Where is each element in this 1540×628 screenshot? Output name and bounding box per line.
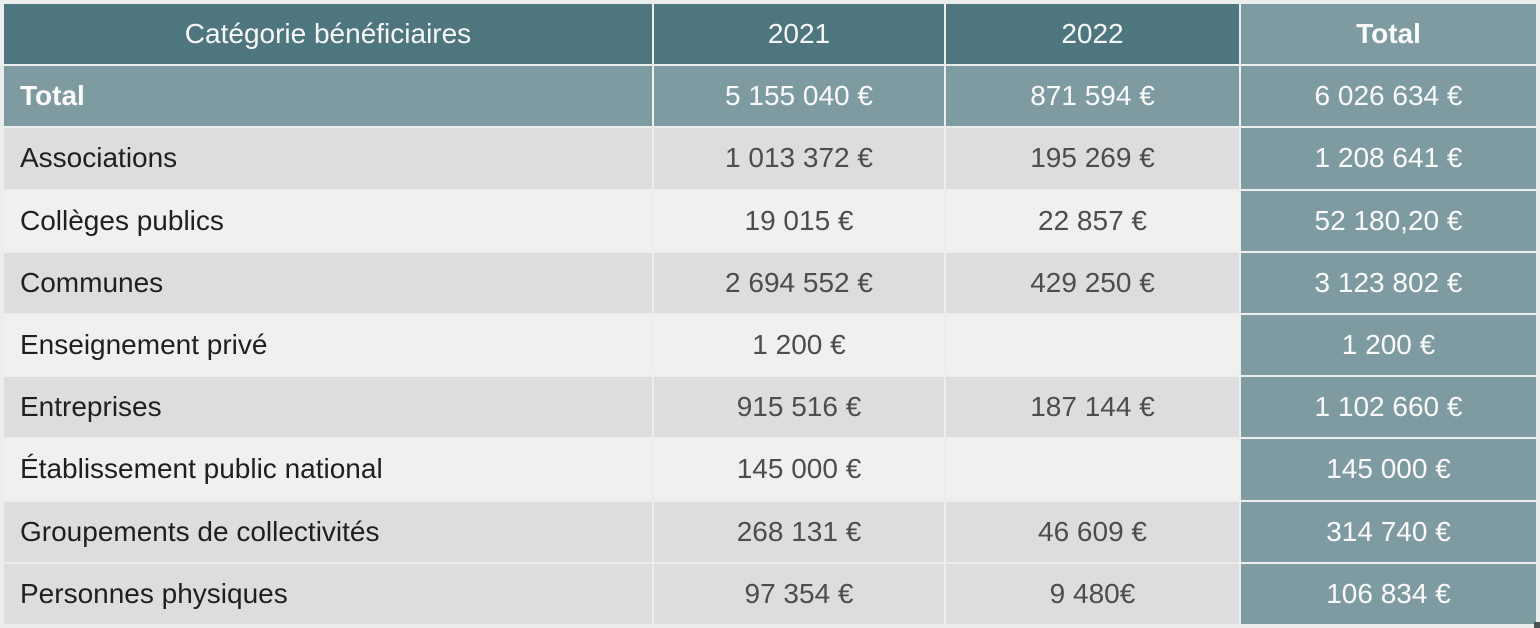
row-total-cell: 52 180,20 €: [1241, 190, 1536, 251]
value-2022-cell: 871 594 €: [946, 66, 1239, 127]
header-cell-total: Total: [1241, 4, 1536, 65]
value-2021-cell: 2 694 552 €: [654, 252, 944, 313]
category-cell: Communes: [4, 252, 652, 313]
corner-resize-mark: [1534, 622, 1540, 628]
category-cell: Groupements de collectivités: [4, 501, 652, 562]
row-total-cell: 106 834 €: [1241, 563, 1536, 624]
row-total-cell: 145 000 €: [1241, 439, 1536, 500]
row-total-cell: 3 123 802 €: [1241, 252, 1536, 313]
header-cell-category: Catégorie bénéficiaires: [4, 4, 652, 65]
header-cell-2022: 2022: [946, 4, 1239, 65]
value-2022-cell: [946, 315, 1239, 376]
value-2022-cell: 195 269 €: [946, 128, 1239, 189]
row-total-cell: 1 208 641 €: [1241, 128, 1536, 189]
header-cell-2021: 2021: [654, 4, 944, 65]
value-2022-cell: [946, 439, 1239, 500]
value-2022-cell: 22 857 €: [946, 190, 1239, 251]
category-cell: Collèges publics: [4, 190, 652, 251]
row-total-cell: 1 102 660 €: [1241, 377, 1536, 438]
row-total-cell: 6 026 634 €: [1241, 66, 1536, 127]
value-2022-cell: 46 609 €: [946, 501, 1239, 562]
value-2021-cell: 1 200 €: [654, 315, 944, 376]
value-2022-cell: 9 480€: [946, 563, 1239, 624]
row-total-cell: 314 740 €: [1241, 501, 1536, 562]
value-2021-cell: 145 000 €: [654, 439, 944, 500]
value-2021-cell: 97 354 €: [654, 563, 944, 624]
value-2021-cell: 19 015 €: [654, 190, 944, 251]
category-cell: Établissement public national: [4, 439, 652, 500]
value-2021-cell: 5 155 040 €: [654, 66, 944, 127]
value-2021-cell: 268 131 €: [654, 501, 944, 562]
value-2021-cell: 1 013 372 €: [654, 128, 944, 189]
category-cell: Enseignement privé: [4, 315, 652, 376]
category-cell: Entreprises: [4, 377, 652, 438]
row-total-cell: 1 200 €: [1241, 315, 1536, 376]
category-cell: Personnes physiques: [4, 563, 652, 624]
category-cell: Associations: [4, 128, 652, 189]
value-2022-cell: 429 250 €: [946, 252, 1239, 313]
category-cell: Total: [4, 66, 652, 127]
value-2022-cell: 187 144 €: [946, 377, 1239, 438]
value-2021-cell: 915 516 €: [654, 377, 944, 438]
